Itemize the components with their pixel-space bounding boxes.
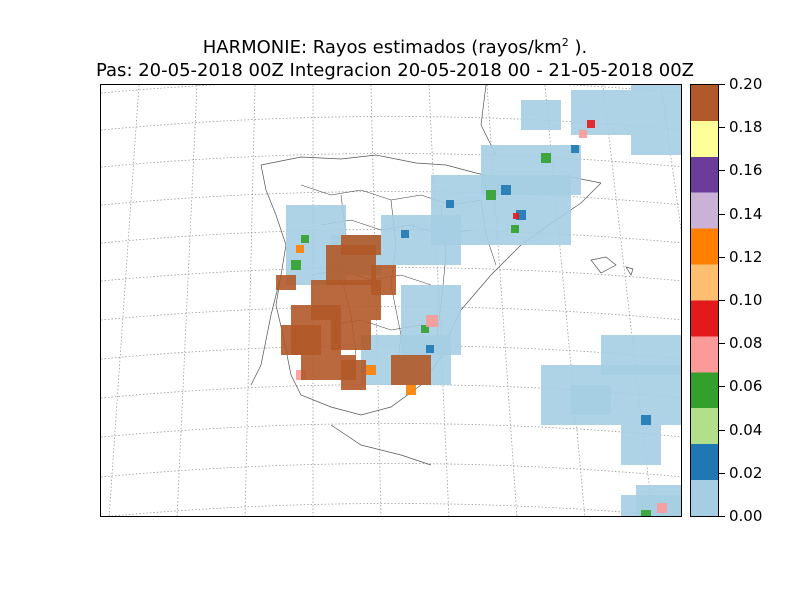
colorbar-tick (719, 213, 725, 215)
colorbar-tick (719, 170, 725, 172)
colorbar (690, 84, 719, 517)
colorbar-tick (719, 472, 725, 474)
colorbar-tick (719, 300, 725, 301)
map-panel (100, 84, 682, 517)
colorbar-tick (719, 127, 725, 129)
map-title-line1: HARMONIE: Rayos estimados (rayos/km2 ). (202, 36, 588, 58)
colorbar-tick-label: 0.06 (729, 377, 763, 396)
lightning-density-field (276, 85, 681, 516)
colorbar-tick-label: 0.02 (729, 463, 763, 482)
colorbar-tick (719, 429, 725, 431)
colorbar-tick-label: 0.18 (729, 118, 763, 137)
colorbar-tick-label: 0.20 (729, 75, 763, 93)
colorbar-tick-label: 0.10 (729, 291, 763, 309)
colorbar-tick (719, 386, 725, 388)
graticule (101, 85, 681, 516)
map-svg (101, 85, 681, 516)
colorbar-tick-label: 0.16 (729, 161, 763, 180)
map-title-line2: Pas: 20-05-2018 00Z Integracion 20-05-20… (95, 60, 694, 81)
colorbar-tick-label: 0.00 (729, 507, 763, 525)
colorbar-tick (719, 343, 725, 345)
colorbar-tick (719, 516, 725, 517)
colorbar-tick-label: 0.14 (729, 204, 763, 223)
colorbar-tick (719, 256, 725, 258)
colorbar-tick-label: 0.12 (729, 247, 763, 266)
colorbar-tick (719, 84, 725, 85)
colorbar-tick-label: 0.04 (729, 420, 763, 439)
colorbar-tick-label: 0.08 (729, 334, 763, 353)
